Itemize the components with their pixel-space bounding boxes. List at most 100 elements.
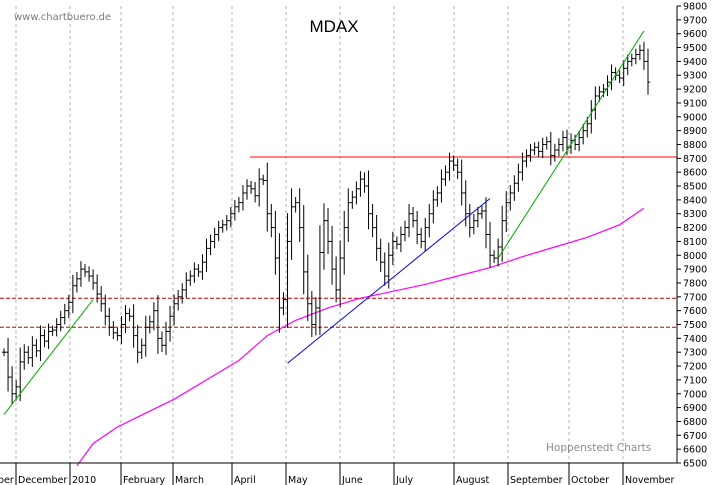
ohlc-bar [70,274,75,314]
ohlc-bar [204,238,209,272]
ohlc-bar [435,186,440,207]
ohlc-bar [269,204,274,238]
ohlc-bar [249,180,254,194]
y-axis: 6500 6600 6700 6800 6900 7000 7100 7200 7300 7400… [676,2,707,470]
y-tick-label: 9200 [683,85,707,96]
ohlc-bar [301,205,306,295]
ohlc-bar [285,213,290,328]
x-axis: ber December 2010 February March April May June… [0,462,677,485]
ohlc-bar [14,380,19,401]
trend-lines [3,30,645,415]
moving-average-series [76,207,645,467]
y-tick-label: 8300 [683,209,707,220]
ohlc-bar [374,214,379,261]
x-tick-label: 2010 [72,475,96,485]
y-tick-label: 9400 [683,57,707,68]
y-tick-label: 7200 [683,362,707,373]
gridlines [15,6,624,463]
ohlc-bar [261,174,266,185]
trend-line-green [497,30,645,259]
ohlc-bar [220,219,225,233]
ohlc-bar [107,307,112,336]
ohlc-bar [277,233,282,333]
ohlc-bar [164,321,169,355]
ohlc-bar [281,292,286,316]
ohlc-bar [50,325,55,336]
ohlc-bar [38,325,43,362]
ohlc-bar [528,143,533,162]
x-tick-label: December [18,475,67,485]
ohlc-bar [560,130,565,152]
ohlc-bar [232,200,237,221]
ohlc-bar [159,331,164,353]
ohlc-bar [228,206,233,228]
ohlc-bar [342,210,347,275]
ohlc-bar [508,185,513,211]
y-tick-label: 8700 [683,154,707,165]
y-tick-label: 9700 [683,15,707,26]
ohlc-bar [520,152,525,181]
ohlc-bar [253,182,258,203]
ohlc-bar [10,366,15,405]
y-tick-label: 9800 [683,2,707,13]
ohlc-bar [224,215,229,231]
ohlc-bar [289,188,294,260]
x-tick-label: July [395,475,413,485]
trend-line-blue [287,198,491,364]
ohlc-bar [309,291,314,338]
ohlc-bar [74,272,79,293]
ohlc-bar [548,132,553,166]
x-tick-label: March [175,475,204,485]
ohlc-bar [621,60,626,86]
ohlc-bar [532,142,537,156]
ohlc-bar [58,310,63,332]
ohlc-bar [297,188,302,242]
y-tick-label: 8400 [683,195,707,206]
y-tick-label: 7400 [683,334,707,345]
ohlc-bar [415,210,420,245]
ohlc-bar [34,339,39,358]
ohlc-bar [188,270,193,286]
ohlc-bar [54,318,59,337]
chart-title: MDAX [309,17,358,36]
ohlc-bar [390,231,395,265]
ohlc-bar [577,130,582,152]
ohlc-bar [257,168,262,207]
ohlc-bar [172,294,177,326]
ohlc-bar [176,290,181,311]
ohlc-bar [334,256,339,303]
ohlc-bar [151,302,156,331]
ohlc-bar [492,250,497,264]
ohlc-bar [83,264,88,277]
ohlc-bar [245,179,250,200]
ohlc-bar [556,138,561,157]
ohlc-bar [382,252,387,286]
ohlc-bar [629,53,634,67]
y-tick-label: 7800 [683,278,707,289]
ohlc-bar [617,70,622,84]
y-tick-label: 7500 [683,320,707,331]
ohlc-bar [625,54,630,76]
ohlc-bar [479,205,484,219]
ohlc-bar [115,327,120,341]
ohlc-bar [354,181,359,205]
ohlc-bar [216,220,221,242]
ohlc-bar [552,143,557,162]
ohlc-bar [321,203,326,270]
x-tick-label: November [625,475,675,485]
ohlc-bar [147,315,152,334]
y-tick-label: 8900 [683,126,707,137]
ohlc-bar [366,170,371,230]
x-tick-label: June [341,475,363,485]
ohlc-bar [99,286,104,312]
ohlc-bar [338,240,343,308]
ohlc-bar [646,48,650,95]
x-tick-label: September [510,475,563,485]
x-tick-label: October [571,475,609,485]
y-tick-label: 7900 [683,265,707,276]
ohlc-bar [540,137,545,159]
ohlc-bar [483,197,488,249]
ohlc-bar [597,86,602,102]
y-tick-label: 7700 [683,292,707,303]
ohlc-bar [6,337,11,392]
